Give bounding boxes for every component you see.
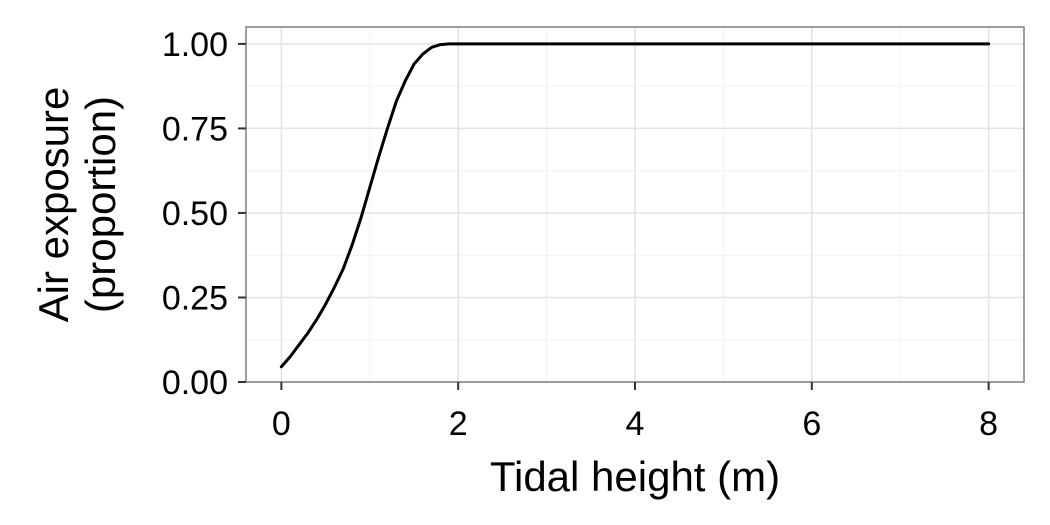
- y-axis-title: Air exposure (proportion): [30, 87, 124, 323]
- x-axis-title: Tidal height (m): [490, 453, 780, 500]
- x-tick-label: 2: [449, 405, 468, 443]
- y-axis-title-line-2: (proportion): [77, 96, 124, 313]
- y-tick-label: 1.00: [162, 26, 228, 64]
- y-tick-label: 0.50: [162, 195, 228, 233]
- y-axis-title-line-1: Air exposure: [30, 87, 77, 323]
- y-tick-label: 0.25: [162, 279, 228, 317]
- y-tick-label: 0.00: [162, 364, 228, 402]
- series-layer: [279, 42, 991, 369]
- x-tick-label: 6: [802, 405, 821, 443]
- x-tick-label: 0: [272, 405, 291, 443]
- x-tick-label: 4: [626, 405, 645, 443]
- grid-lines: [246, 27, 1024, 383]
- series-line: [279, 42, 991, 369]
- axes: 0 2 4 6 8 0.00 0.25 0.50 0.75 1.00: [162, 26, 998, 443]
- x-tick-label: 8: [979, 405, 998, 443]
- y-tick-label: 0.75: [162, 110, 228, 148]
